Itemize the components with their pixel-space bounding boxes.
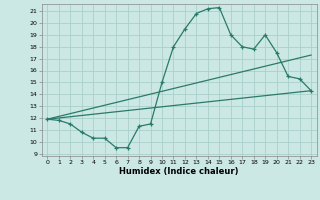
X-axis label: Humidex (Indice chaleur): Humidex (Indice chaleur)	[119, 167, 239, 176]
